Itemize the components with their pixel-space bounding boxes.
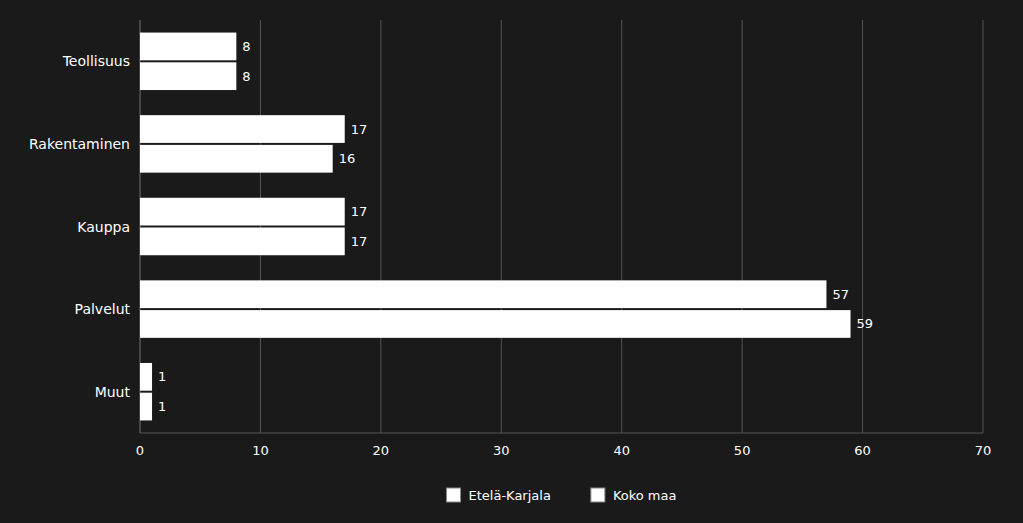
data-label: 16 xyxy=(339,151,356,166)
bar xyxy=(140,198,345,226)
legend-swatch xyxy=(591,488,605,502)
data-label: 8 xyxy=(242,39,250,54)
bar xyxy=(140,115,345,143)
chart-container: 0 10 20 30 40 50 60 70 Muut Palvelut Kauppa Rakenta… xyxy=(0,0,1023,523)
x-tick-label: 70 xyxy=(975,443,992,458)
data-labels: 1 57 17 17 8 1 59 17 16 8 xyxy=(158,39,873,414)
legend-label: Koko maa xyxy=(613,488,677,503)
bar xyxy=(140,363,152,391)
data-label: 17 xyxy=(351,122,368,137)
x-tick-label: 60 xyxy=(854,443,871,458)
x-tick-label: 20 xyxy=(373,443,390,458)
bar xyxy=(140,62,236,90)
grid-line xyxy=(862,20,863,433)
legend-item: Koko maa xyxy=(591,488,677,503)
legend-item: Etelä-Karjala xyxy=(447,488,551,503)
data-label: 59 xyxy=(857,316,874,331)
bar xyxy=(140,393,152,421)
y-tick-label: Muut xyxy=(95,384,131,400)
grid-line xyxy=(742,20,743,433)
data-label: 17 xyxy=(351,204,368,219)
x-axis: 0 10 20 30 40 50 60 70 xyxy=(136,433,991,458)
data-label: 1 xyxy=(158,399,166,414)
legend: Etelä-Karjala Koko maa xyxy=(447,488,677,503)
data-label: 57 xyxy=(832,287,849,302)
bar xyxy=(140,228,345,256)
grid-line xyxy=(501,20,502,433)
x-tick-label: 0 xyxy=(136,443,144,458)
grid-line xyxy=(380,20,381,433)
y-tick-label: Kauppa xyxy=(77,219,130,235)
y-tick-label: Teollisuus xyxy=(62,53,130,69)
y-tick-label: Rakentaminen xyxy=(29,136,130,152)
x-tick-label: 40 xyxy=(613,443,630,458)
x-tick-label: 10 xyxy=(252,443,269,458)
grid-line xyxy=(983,20,984,433)
legend-label: Etelä-Karjala xyxy=(469,488,551,503)
grid xyxy=(140,20,983,433)
grid-line xyxy=(260,20,261,433)
bars xyxy=(140,33,851,421)
x-tick-label: 50 xyxy=(734,443,751,458)
data-label: 17 xyxy=(351,234,368,249)
y-axis: Muut Palvelut Kauppa Rakentaminen Teollisuus xyxy=(29,53,131,399)
grid-line xyxy=(621,20,622,433)
legend-swatch xyxy=(447,488,461,502)
bar xyxy=(140,33,236,61)
data-label: 1 xyxy=(158,369,166,384)
data-label: 8 xyxy=(242,69,250,84)
chart-svg: 0 10 20 30 40 50 60 70 Muut Palvelut Kauppa Rakenta… xyxy=(0,0,1023,523)
x-axis-line xyxy=(140,433,983,434)
y-tick-label: Palvelut xyxy=(75,301,131,317)
x-tick-label: 30 xyxy=(493,443,510,458)
bar xyxy=(140,280,826,308)
bar xyxy=(140,310,851,338)
bar xyxy=(140,145,333,173)
